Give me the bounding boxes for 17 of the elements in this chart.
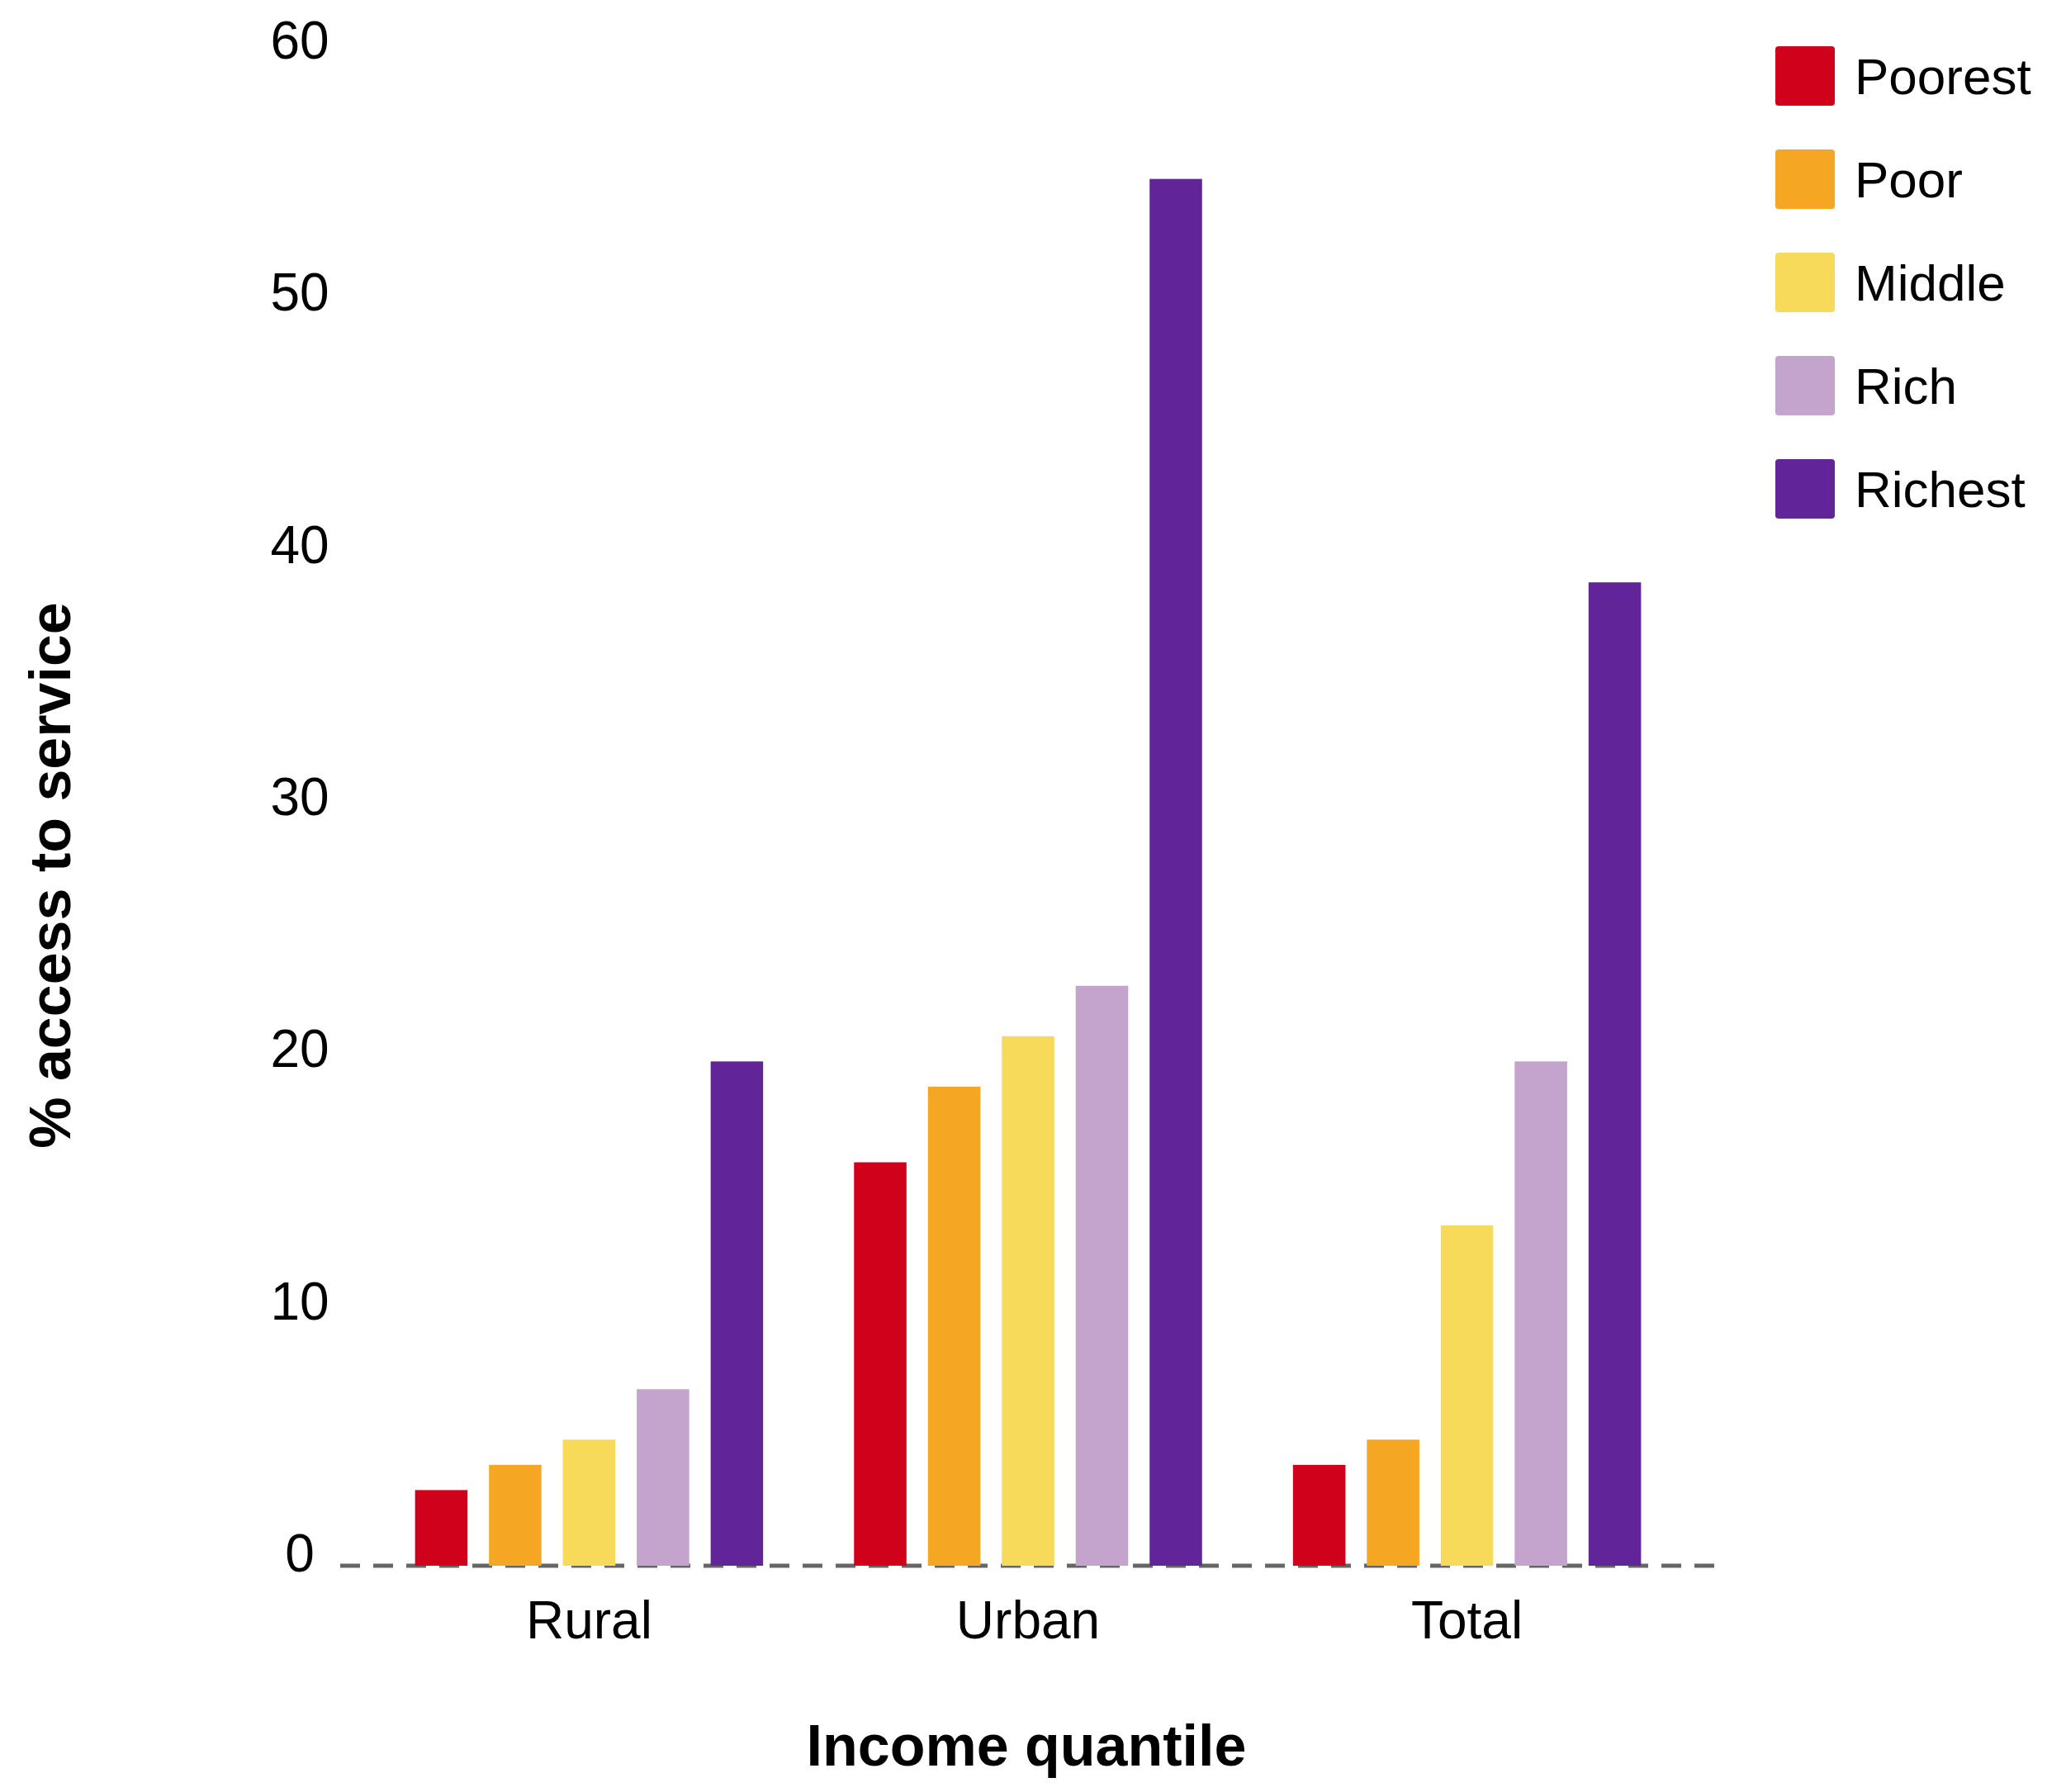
y-tick-label: 30: [270, 766, 329, 827]
y-tick-label: 50: [270, 263, 329, 323]
y-tick-label: 10: [270, 1271, 329, 1331]
legend-label: Richest: [1855, 461, 2026, 518]
legend-label: Rich: [1855, 358, 1958, 415]
y-tick-label: 20: [270, 1019, 329, 1079]
y-tick-label: 40: [270, 514, 329, 575]
y-axis-title: % access to service: [18, 602, 83, 1149]
legend-label: Middle: [1855, 254, 2006, 311]
legend-label: Poorest: [1855, 48, 2031, 105]
y-tick-label: 0: [285, 1523, 315, 1583]
y-tick-label: 60: [270, 10, 329, 70]
x-tick-label: Total: [1411, 1591, 1523, 1651]
legend-label: Poor: [1855, 151, 1963, 208]
x-tick-label: Rural: [525, 1591, 652, 1651]
x-axis-title: Income quantile: [806, 1714, 1247, 1778]
x-tick-label: Urban: [955, 1591, 1101, 1651]
